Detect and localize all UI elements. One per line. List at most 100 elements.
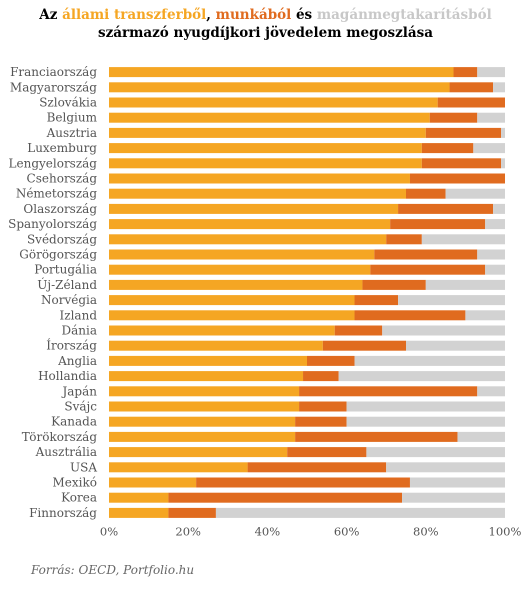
category-label: Csehország — [27, 172, 98, 186]
bar-state — [109, 188, 406, 199]
bar-work — [322, 340, 406, 351]
bar-state — [109, 234, 387, 245]
bar-private — [338, 371, 505, 382]
bar-state — [109, 386, 300, 397]
source-note: Forrás: OECD, Portfolio.hu — [31, 563, 195, 577]
bar-state — [109, 143, 422, 154]
category-label: Magyarország — [10, 80, 97, 94]
category-label: Olaszország — [23, 202, 97, 216]
category-label: Spanyolország — [8, 217, 97, 231]
title-prefix: Az — [39, 7, 58, 23]
bar-private — [445, 188, 505, 199]
bar-private — [477, 67, 505, 78]
category-label: Mexikó — [53, 476, 98, 490]
bar-work — [429, 112, 478, 123]
x-tick-label: 20% — [175, 525, 201, 539]
bar-private — [425, 279, 505, 290]
category-label: Svájc — [64, 400, 97, 414]
bar-work — [386, 234, 422, 245]
category-label: Új-Zéland — [37, 276, 97, 292]
bar-private — [477, 249, 505, 260]
category-label: Törökország — [22, 430, 98, 444]
category-label: Dánia — [62, 324, 98, 338]
bar-private — [493, 82, 505, 93]
bar-private — [477, 386, 505, 397]
x-tick-label: 100% — [489, 525, 522, 539]
bar-work — [421, 158, 502, 169]
bar-private — [215, 507, 506, 518]
bar-work — [362, 279, 426, 290]
bar-work — [303, 371, 339, 382]
bar-work — [449, 82, 494, 93]
x-tick-label: 0% — [100, 525, 118, 539]
category-label: Hollandia — [38, 369, 97, 383]
category-label: Ausztrália — [35, 445, 97, 459]
category-label: Izland — [60, 308, 98, 322]
bar-state — [109, 158, 422, 169]
bar-work — [168, 507, 216, 518]
bar-private — [485, 219, 505, 230]
bar-work — [354, 295, 399, 306]
category-label: Korea — [61, 491, 97, 505]
bar-work — [168, 492, 403, 503]
bar-state — [109, 416, 296, 427]
bar-state — [109, 462, 248, 473]
category-label: Franciaország — [10, 65, 97, 79]
category-label: Lengyelország — [9, 156, 98, 170]
category-label: Szlovákia — [39, 96, 97, 110]
category-label: Németország — [16, 187, 98, 201]
bar-private — [354, 355, 505, 366]
category-label: Belgium — [47, 111, 98, 125]
bar-state — [109, 249, 375, 260]
bar-state — [109, 67, 454, 78]
bar-work — [299, 401, 347, 412]
bar-work — [307, 355, 355, 366]
category-label: USA — [70, 460, 97, 474]
bar-private — [346, 416, 505, 427]
bar-work — [247, 462, 387, 473]
bar-state — [109, 127, 426, 138]
bar-private — [485, 264, 505, 275]
bar-state — [109, 447, 288, 458]
bar-state — [109, 82, 450, 93]
bar-state — [109, 431, 296, 442]
bar-state — [109, 295, 355, 306]
bar-private — [402, 492, 505, 503]
bar-state — [109, 203, 399, 214]
bar-state — [109, 279, 363, 290]
category-label: Luxemburg — [27, 141, 97, 155]
bar-state — [109, 355, 307, 366]
bar-work — [295, 431, 458, 442]
category-label: Görögország — [19, 248, 97, 262]
bar-private — [382, 325, 505, 336]
bar-state — [109, 97, 438, 108]
category-label: Finnország — [29, 506, 97, 520]
bar-work — [295, 416, 347, 427]
bar-private — [477, 112, 505, 123]
bar-work — [425, 127, 502, 138]
bar-private — [406, 340, 505, 351]
category-label: Norvégia — [41, 293, 97, 307]
bar-work — [196, 477, 410, 488]
title-state-label: állami transzferből — [62, 7, 207, 23]
bar-state — [109, 219, 391, 230]
bar-work — [421, 143, 474, 154]
bar-private — [398, 295, 505, 306]
bar-work — [334, 325, 383, 336]
bar-private — [386, 462, 505, 473]
category-label: Kanada — [51, 415, 97, 429]
bar-private — [501, 158, 505, 169]
category-label: Ausztria — [46, 126, 97, 140]
bar-state — [109, 264, 371, 275]
category-label: Portugália — [34, 263, 97, 277]
bar-state — [109, 371, 304, 382]
category-label: Svédország — [27, 232, 97, 246]
x-tick-label: 80% — [413, 525, 439, 539]
category-label: Anglia — [57, 354, 97, 368]
bar-state — [109, 507, 169, 518]
bar-work — [390, 219, 486, 230]
bar-state — [109, 401, 300, 412]
bar-state — [109, 477, 197, 488]
bar-state — [109, 340, 323, 351]
